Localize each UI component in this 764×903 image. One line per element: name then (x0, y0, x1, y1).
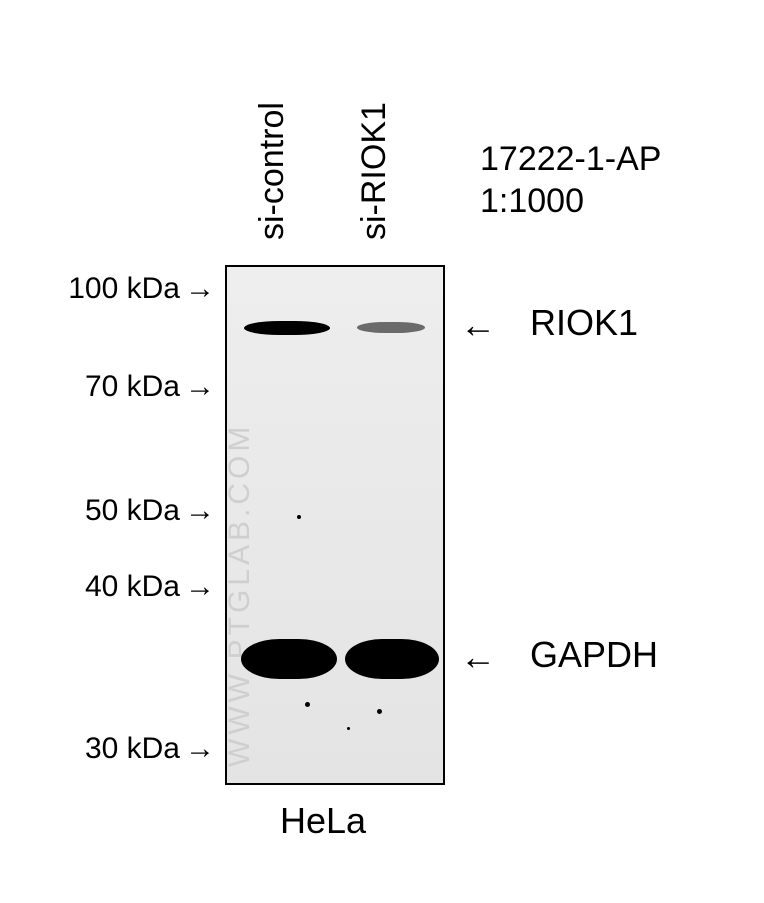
band-label-gapdh: GAPDH (530, 634, 658, 676)
mw-arrow-50: → (185, 494, 215, 528)
band-gapdh-si-riok1 (345, 639, 439, 679)
speck (305, 702, 310, 707)
mw-arrow-40: → (185, 570, 215, 604)
speck (347, 727, 350, 730)
band-riok1-si-control (244, 321, 330, 335)
mw-label-100: 100 kDa (20, 272, 180, 306)
mw-label-50: 50 kDa (20, 494, 180, 528)
mw-label-40: 40 kDa (20, 570, 180, 604)
mw-arrow-70: → (185, 370, 215, 404)
band-arrow-riok1: ← (460, 304, 496, 346)
speck (377, 709, 382, 714)
lane-si-riok1 (343, 267, 435, 783)
cell-line-label: HeLa (280, 800, 366, 842)
mw-arrow-100: → (185, 272, 215, 306)
lane-label-si-control: si-control (253, 102, 292, 240)
mw-label-70: 70 kDa (20, 370, 180, 404)
lane-si-control (241, 267, 333, 783)
lane-label-si-riok1: si-RIOK1 (355, 102, 394, 240)
antibody-code: 17222-1-AP (480, 140, 661, 179)
band-label-riok1: RIOK1 (530, 302, 638, 344)
antibody-dilution: 1:1000 (480, 182, 584, 221)
mw-label-30: 30 kDa (20, 732, 180, 766)
speck (297, 515, 301, 519)
band-arrow-gapdh: ← (460, 636, 496, 678)
band-riok1-si-riok1 (357, 322, 425, 333)
figure-container: si-control si-RIOK1 17222-1-AP 1:1000 10… (0, 0, 764, 903)
band-gapdh-si-control (241, 639, 337, 679)
blot-membrane: WWW.PTGLAB.COM (225, 265, 445, 785)
mw-arrow-30: → (185, 732, 215, 766)
